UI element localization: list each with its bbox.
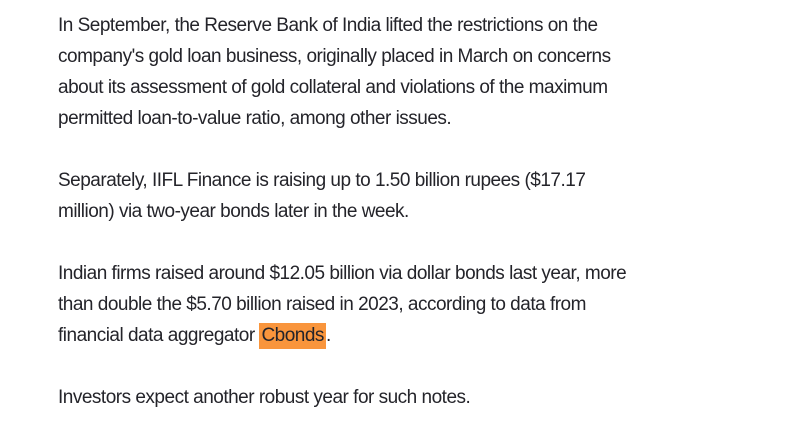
- text-segment: .: [325, 325, 331, 346]
- text-segment: financial data aggregator: [58, 325, 260, 346]
- text-line: than double the $5.70 billion raised in …: [58, 294, 586, 315]
- text-line: million) via two-year bonds later in the…: [58, 201, 409, 222]
- paragraph-dollar-bonds: Indian firms raised around $12.05 billio…: [58, 258, 735, 351]
- paragraph-iifl-bonds: Separately, IIFL Finance is raising up t…: [58, 165, 735, 227]
- paragraph-rbi-restrictions: In September, the Reserve Bank of India …: [58, 10, 735, 134]
- text-line: In September, the Reserve Bank of India …: [58, 15, 598, 36]
- article-body: In September, the Reserve Bank of India …: [58, 10, 735, 413]
- text-line: permitted loan-to-value ratio, among oth…: [58, 108, 452, 129]
- text-line: about its assessment of gold collateral …: [58, 77, 608, 98]
- search-highlight-cbonds: Cbonds: [259, 323, 326, 349]
- text-line: Separately, IIFL Finance is raising up t…: [58, 170, 586, 191]
- text-line: Investors expect another robust year for…: [58, 387, 471, 408]
- text-line: Indian firms raised around $12.05 billio…: [58, 263, 627, 284]
- text-line: company's gold loan business, originally…: [58, 46, 611, 67]
- paragraph-investors-outlook: Investors expect another robust year for…: [58, 382, 735, 413]
- text-line: financial data aggregator Cbonds.: [58, 320, 735, 351]
